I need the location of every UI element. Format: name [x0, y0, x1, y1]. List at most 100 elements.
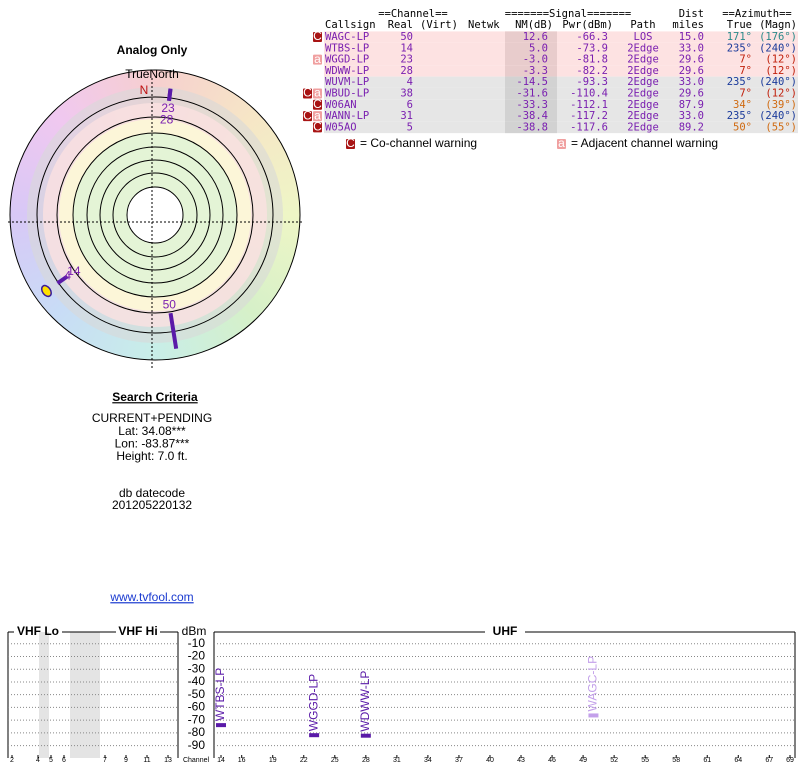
cell-dist: 33.0 [679, 110, 704, 122]
row-bg [324, 65, 798, 77]
polar-label: 23 [161, 101, 175, 115]
cell-pwr: -81.8 [576, 54, 608, 66]
cell-nm: -14.5 [516, 76, 548, 88]
polar-label: 28 [160, 113, 174, 127]
warning-badge [313, 88, 322, 99]
db-label: db datecode [119, 486, 185, 500]
cell-dist: 15.0 [679, 31, 704, 43]
cell-path: 2Edge [627, 88, 659, 100]
warning-badge [313, 122, 322, 133]
band-label: UHF [493, 624, 518, 638]
row-bg [324, 54, 798, 66]
x-tick-label: 58 [672, 757, 680, 764]
cell-magn-az: (240°) [759, 110, 797, 122]
cell-nm: -3.0 [523, 54, 548, 66]
warning-badge-text: a [314, 108, 321, 122]
polar-marker [168, 312, 179, 350]
x-tick-label: 31 [393, 757, 401, 764]
cell-true-az: 7° [739, 88, 752, 100]
cell-magn-az: (12°) [765, 65, 797, 77]
cell-callsign: W06AN [325, 99, 357, 111]
cell-nm: -31.6 [516, 88, 548, 100]
cell-nm: -3.3 [523, 65, 548, 77]
polar-marker [40, 284, 52, 298]
polar-marker [167, 88, 173, 101]
x-tick-label: 7 [103, 757, 107, 764]
column-header: NM(dB) [515, 19, 553, 31]
polar-marker [56, 274, 69, 285]
cell-nm: -33.3 [516, 99, 548, 111]
row-bg [324, 42, 798, 54]
warning-badge [346, 139, 355, 149]
signal-label: WGGD-LP [306, 674, 320, 731]
x-tick-label: 61 [703, 757, 711, 764]
warning-badge-text: a [314, 86, 321, 100]
legend-text: = Adjacent channel warning [571, 136, 718, 150]
search-line: CURRENT+PENDING [92, 411, 212, 425]
y-axis-label: dBm [182, 624, 207, 638]
warning-badge-text: C [303, 108, 312, 122]
db-value: 201205220132 [112, 498, 192, 512]
cell-magn-az: (39°) [765, 99, 797, 111]
cell-pwr: -82.2 [576, 65, 608, 77]
search-line: Lat: 34.08*** [118, 424, 186, 438]
x-tick-label: 55 [641, 757, 649, 764]
nm-bg [505, 121, 557, 134]
nm-bg [505, 54, 557, 66]
nm-bg [505, 87, 557, 100]
cell-magn-az: (240°) [759, 42, 797, 54]
cell-true-az: 235° [727, 76, 752, 88]
cell-pwr: -117.6 [570, 121, 608, 133]
cell-pwr: -93.3 [576, 76, 608, 88]
cell-nm: -38.4 [516, 110, 548, 122]
x-tick-label: 19 [269, 757, 277, 764]
cell-magn-az: (240°) [759, 76, 797, 88]
cell-pwr: -117.2 [570, 110, 608, 122]
cell-true-az: 50° [733, 121, 752, 133]
cell-pwr: -66.3 [576, 31, 608, 43]
warning-badge [303, 88, 312, 99]
nm-bg [505, 65, 557, 77]
cell-callsign: WTBS-LP [325, 42, 369, 54]
x-tick-label: 22 [300, 757, 308, 764]
x-tick-label: 4 [36, 757, 40, 764]
band-label: VHF Lo [17, 624, 59, 638]
row-bg [324, 31, 798, 43]
cell-callsign: WAGC-LP [325, 31, 369, 43]
x-tick-label: 5 [49, 757, 53, 764]
signal-label: WAGC-LP [586, 656, 600, 712]
x-tick-label: 37 [455, 757, 463, 764]
y-tick-label: -80 [188, 725, 206, 739]
signal-label: WDWW-LP [358, 671, 372, 732]
link[interactable]: www.tvfool.com [109, 590, 193, 604]
group-header: ==Azimuth== [722, 8, 792, 20]
column-header: (Virt) [420, 19, 458, 31]
y-tick-label: -90 [188, 738, 206, 752]
y-tick-label: -30 [188, 661, 206, 675]
row-bg [324, 76, 798, 88]
cell-real: 23 [400, 54, 413, 66]
search-title: Search Criteria [112, 390, 198, 404]
cell-dist: 29.6 [679, 88, 704, 100]
cell-path: 2Edge [627, 99, 659, 111]
column-header: Path [630, 19, 655, 31]
y-tick-label: -10 [188, 636, 206, 650]
warning-badge-text: a [558, 136, 565, 150]
group-header: ==Channel== [378, 8, 448, 20]
cell-path: 2Edge [627, 110, 659, 122]
column-header: miles [672, 19, 704, 31]
column-header: (Magn) [759, 19, 797, 31]
nm-bg [505, 110, 557, 122]
x-tick-label: 16 [238, 757, 246, 764]
polar-label: 50 [163, 297, 177, 311]
band-label: VHF Hi [118, 624, 157, 638]
cell-real: 50 [400, 31, 413, 43]
row-bg [324, 87, 798, 100]
warning-badge [313, 111, 322, 122]
column-header: True [727, 19, 752, 31]
x-tick-label: 49 [579, 757, 587, 764]
cell-real: 5 [407, 121, 413, 133]
search-line: Lon: -83.87*** [115, 436, 190, 450]
warning-badge-text: C [313, 120, 322, 134]
